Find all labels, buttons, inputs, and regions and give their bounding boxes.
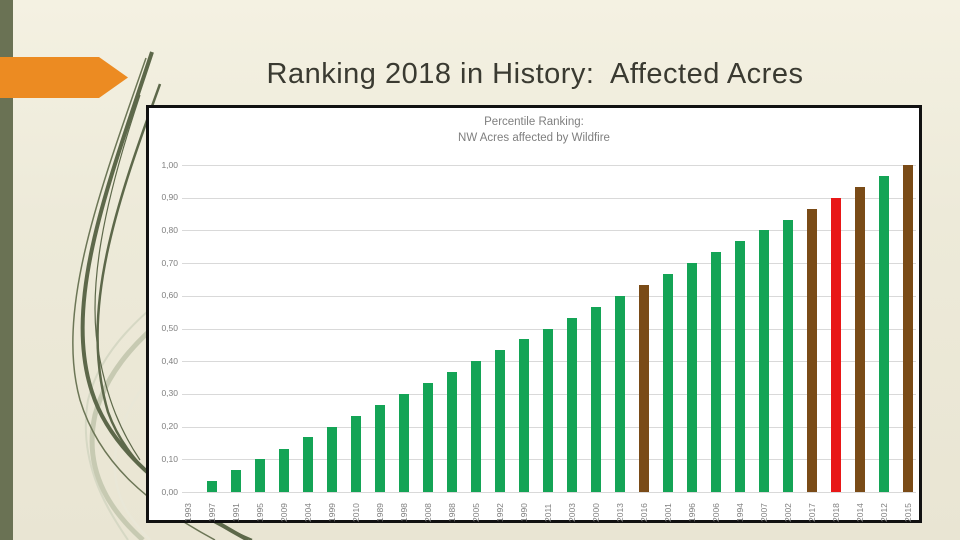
bar	[375, 404, 385, 492]
gridline	[182, 295, 916, 297]
gridline	[182, 230, 916, 232]
bar	[831, 197, 841, 492]
x-axis-tick-label: 2009	[279, 503, 289, 522]
x-axis-tick-label: 1993	[183, 503, 193, 522]
bar	[591, 306, 601, 492]
y-axis-tick-label: 0,80	[161, 224, 178, 235]
gridline	[182, 263, 916, 265]
x-axis-tick-label: 2005	[471, 503, 481, 522]
bar	[255, 459, 265, 492]
bar	[759, 230, 769, 492]
x-axis-tick-label: 2007	[759, 503, 769, 522]
y-axis-tick-label: 0,30	[161, 388, 178, 399]
x-axis-tick-label: 2000	[591, 503, 601, 522]
x-axis-tick-label: 2001	[663, 503, 673, 522]
x-axis-tick-label: 1995	[255, 503, 265, 522]
x-axis-tick-label: 2010	[351, 503, 361, 522]
x-axis-tick-label: 2014	[855, 503, 865, 522]
left-stripe	[0, 0, 13, 540]
x-axis-tick-label: 2008	[423, 503, 433, 522]
gridline	[182, 165, 916, 166]
x-axis-tick-label: 1992	[495, 503, 505, 522]
y-axis-tick-label: 0,10	[161, 453, 178, 464]
x-axis-tick-label: 2002	[783, 503, 793, 522]
bar	[327, 426, 337, 492]
y-axis-tick-label: 0,20	[161, 421, 178, 432]
bar	[495, 350, 505, 492]
y-axis-tick-label: 0,60	[161, 290, 178, 301]
y-axis-tick-label: 0,50	[161, 323, 178, 333]
x-axis-tick-label: 2016	[639, 503, 649, 522]
chart-title-line2: NW Acres affected by Wildfire	[458, 132, 610, 144]
x-axis-tick-label: 1997	[207, 503, 217, 522]
chart-frame: Percentile Ranking: NW Acres affected by…	[146, 105, 922, 523]
x-axis-tick-label: 2017	[807, 503, 817, 522]
y-axis-tick-label: 0,40	[161, 355, 178, 366]
bar	[807, 208, 817, 492]
x-axis-tick-label: 2015	[903, 503, 913, 522]
y-axis-tick-label: 0,90	[161, 192, 178, 203]
bar	[567, 317, 577, 492]
bar	[447, 372, 457, 492]
bar	[879, 175, 889, 492]
y-axis-tick-label: 0,00	[161, 486, 178, 497]
bar	[399, 393, 409, 492]
bar	[663, 273, 673, 492]
x-axis-tick-label: 2018	[831, 503, 841, 522]
chart-title-line1: Percentile Ranking:	[484, 116, 584, 128]
bar	[303, 437, 313, 492]
x-axis-tick-label: 2012	[879, 503, 889, 522]
x-axis-tick-label: 2013	[615, 503, 625, 522]
bar	[471, 361, 481, 492]
bar	[903, 165, 913, 492]
x-axis-tick-label: 2011	[543, 503, 553, 522]
bar	[279, 448, 289, 492]
x-axis-tick-label: 1999	[327, 503, 337, 522]
bar	[855, 186, 865, 492]
bar	[231, 470, 241, 492]
bar	[351, 415, 361, 492]
y-axis-tick-label: 1,00	[161, 159, 178, 170]
x-axis-tick-label: 2006	[711, 503, 721, 522]
bar	[639, 285, 649, 492]
bar	[783, 219, 793, 492]
bar	[543, 328, 553, 492]
bar	[711, 252, 721, 492]
y-axis-tick-label: 0,70	[161, 257, 178, 268]
bar	[615, 295, 625, 492]
x-axis-tick-label: 1998	[399, 503, 409, 522]
bar	[519, 339, 529, 492]
x-axis-tick-label: 1988	[447, 503, 457, 522]
x-axis-tick-label: 1991	[231, 503, 241, 522]
bar	[735, 241, 745, 492]
gridline	[182, 197, 916, 199]
x-axis-tick-label: 2003	[567, 503, 577, 522]
bar	[207, 481, 217, 492]
accent-arrow-icon	[0, 57, 128, 98]
x-axis-tick-label: 1990	[519, 503, 529, 522]
gridline	[182, 492, 916, 493]
page-title: Ranking 2018 in History: Affected Acres	[266, 58, 804, 90]
x-axis-tick-label: 1996	[687, 503, 697, 522]
x-axis-tick-label: 2004	[303, 503, 313, 522]
x-axis-tick-label: 1994	[735, 503, 745, 522]
bar	[687, 263, 697, 492]
bar	[423, 383, 433, 492]
x-axis-tick-label: 1989	[375, 503, 385, 522]
